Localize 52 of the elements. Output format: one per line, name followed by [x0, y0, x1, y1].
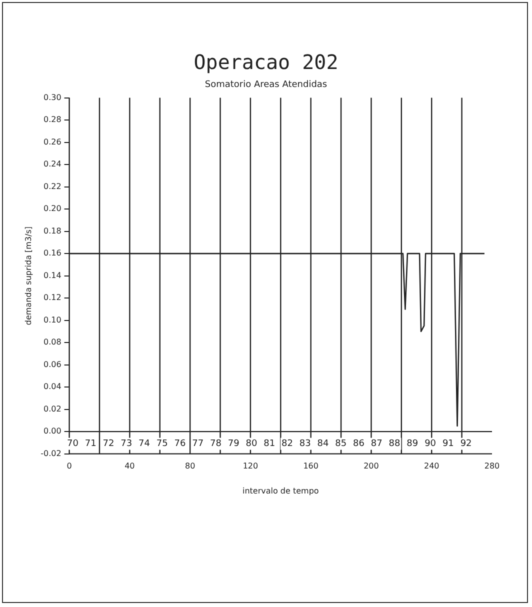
annotation: 85	[335, 439, 347, 450]
y-axis-title: demanda suprida [m3/s]	[24, 226, 33, 326]
y-tick-label: 0.26	[43, 137, 62, 146]
annotation: 76	[174, 439, 186, 450]
x-axis-title: intervalo de tempo	[242, 486, 319, 496]
y-tick-label: 0.20	[43, 204, 62, 214]
y-tick-label: 0.08	[43, 338, 62, 347]
y-tick-label: 0.14	[43, 270, 62, 280]
x-tick-label: 280	[484, 462, 500, 471]
annotation: 70	[66, 439, 79, 450]
annotation: 87	[370, 439, 382, 450]
x-tick-label: 160	[303, 462, 318, 471]
y-tick-label: 0.12	[43, 293, 62, 302]
x-tick-label: 80	[184, 462, 196, 471]
y-tick-label: -0.02	[40, 448, 62, 458]
x-tick-label: 40	[124, 462, 135, 471]
y-tick-label: 0.30	[43, 92, 62, 102]
y-tick-label: 0.10	[43, 315, 62, 324]
annotation: 79	[228, 439, 240, 450]
annotation: 90	[424, 439, 436, 450]
y-tick-label: 0.22	[43, 182, 62, 191]
x-tick-label: 200	[364, 462, 379, 471]
annotation: 89	[406, 439, 418, 450]
y-tick-label: 0.28	[43, 115, 62, 124]
annotation: 84	[317, 439, 330, 450]
annotation: 92	[460, 439, 472, 450]
annotation: 74	[138, 439, 150, 450]
annotation: 83	[299, 439, 311, 450]
annotation: 75	[156, 439, 168, 450]
x-tick-label: 120	[242, 462, 258, 471]
annotation: 73	[120, 439, 132, 450]
annotation: 86	[353, 439, 365, 450]
x-tick-label: 0	[66, 462, 72, 471]
annotation: 82	[282, 439, 293, 450]
x-tick-label: 240	[424, 462, 440, 471]
annotation: 91	[442, 439, 454, 450]
y-tick-label: 0.04	[43, 382, 62, 392]
y-tick-label: 0.18	[43, 226, 62, 236]
annotation: 88	[388, 439, 401, 450]
annotation: 80	[246, 439, 258, 450]
chart-subtitle: Somatorio Areas Atendidas	[204, 80, 328, 90]
y-tick-label: 0.06	[43, 360, 62, 369]
annotation: 72	[102, 439, 114, 450]
y-tick-label: 0.24	[43, 160, 62, 169]
y-tick-label: 0.00	[43, 426, 62, 436]
annotation: 78	[210, 439, 222, 450]
y-tick-label: 0.02	[43, 404, 62, 414]
annotation: 71	[84, 439, 96, 450]
annotation: 77	[192, 439, 204, 450]
annotation: 81	[264, 439, 276, 450]
y-tick-label: 0.16	[43, 248, 62, 258]
chart-title: Operacao 202	[192, 50, 340, 74]
